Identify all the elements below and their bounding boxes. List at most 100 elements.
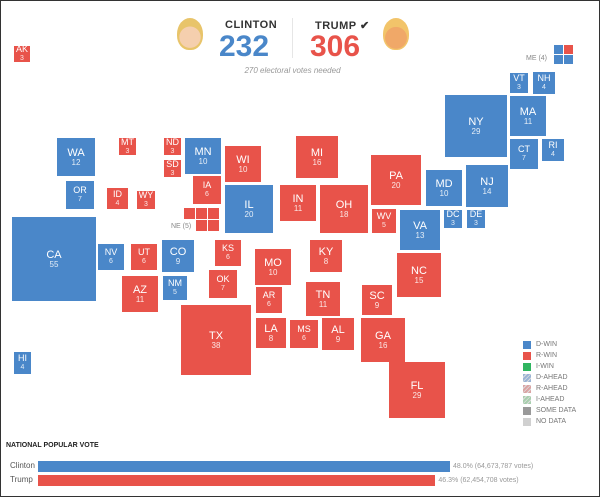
state-vt[interactable]: VT 3 — [510, 73, 528, 93]
state-electoral-votes: 3 — [125, 147, 130, 155]
votes-needed-note: 270 electoral votes needed — [244, 66, 341, 75]
state-abbr: TX — [208, 329, 224, 342]
state-nc[interactable]: NC 15 — [397, 253, 441, 297]
state-electoral-votes: 3 — [517, 84, 521, 92]
state-sc[interactable]: SC 9 — [362, 285, 392, 315]
state-electoral-votes: 3 — [144, 201, 148, 209]
state-in[interactable]: IN 11 — [280, 185, 316, 221]
state-electoral-votes: 3 — [170, 147, 175, 155]
state-ky[interactable]: KY 8 — [310, 240, 342, 272]
ne-district[interactable] — [208, 220, 219, 231]
state-nd[interactable]: ND 3 — [164, 137, 181, 155]
state-id[interactable]: ID 4 — [107, 188, 128, 209]
state-nv[interactable]: NV 6 — [98, 244, 124, 270]
ne-district[interactable] — [196, 220, 207, 231]
state-abbr: IN — [292, 192, 304, 205]
state-ok[interactable]: OK 7 — [209, 270, 237, 298]
state-wi[interactable]: WI 10 — [225, 146, 261, 182]
state-nh[interactable]: NH 4 — [533, 72, 555, 94]
state-electoral-votes: 6 — [109, 258, 113, 266]
state-mo[interactable]: MO 10 — [255, 249, 291, 285]
state-co[interactable]: CO 9 — [162, 240, 194, 272]
state-ia[interactable]: IA 6 — [193, 176, 221, 204]
state-ny[interactable]: NY 29 — [445, 95, 507, 157]
me-district[interactable] — [554, 45, 563, 54]
state-va[interactable]: VA 13 — [400, 210, 440, 250]
state-il[interactable]: IL 20 — [225, 185, 273, 233]
state-or[interactable]: OR 7 — [66, 181, 94, 209]
state-nm[interactable]: NM 5 — [163, 276, 187, 300]
state-mn[interactable]: MN 10 — [185, 138, 221, 174]
state-ma[interactable]: MA 11 — [510, 96, 546, 136]
state-ak[interactable]: AK 3 — [14, 44, 30, 62]
ne-district[interactable] — [196, 208, 207, 219]
state-nj[interactable]: NJ 14 — [466, 165, 508, 207]
state-ca[interactable]: CA 55 — [12, 217, 96, 301]
legend-item: R-WIN — [523, 350, 576, 361]
state-abbr: NJ — [480, 175, 494, 188]
me-label: ME (4) — [526, 55, 547, 62]
state-ar[interactable]: AR 6 — [256, 287, 282, 313]
state-pa[interactable]: PA 20 — [371, 155, 421, 205]
state-abbr: OR — [73, 185, 87, 196]
me-district[interactable] — [554, 55, 563, 64]
state-ct[interactable]: CT 7 — [510, 139, 538, 169]
state-al[interactable]: AL 9 — [322, 318, 354, 350]
legend-swatch — [523, 384, 531, 393]
ne-label: NE (5) — [171, 223, 192, 230]
state-ut[interactable]: UT 6 — [131, 244, 157, 270]
state-la[interactable]: LA 8 — [256, 318, 286, 348]
state-abbr: DE — [469, 209, 483, 220]
legend-item: I-AHEAD — [523, 394, 576, 405]
state-mi[interactable]: MI 16 — [296, 136, 338, 178]
state-md[interactable]: MD 10 — [426, 170, 462, 206]
state-electoral-votes: 14 — [482, 186, 492, 196]
state-wv[interactable]: WV 5 — [372, 209, 396, 233]
legend-swatch — [523, 417, 531, 426]
state-ks[interactable]: KS 6 — [215, 240, 241, 266]
state-electoral-votes: 5 — [173, 289, 177, 297]
state-oh[interactable]: OH 18 — [320, 185, 368, 233]
state-abbr: IL — [244, 198, 254, 211]
popular-vote-label: Clinton — [10, 461, 35, 470]
state-electoral-votes: 6 — [267, 301, 271, 309]
state-sd[interactable]: SD 3 — [164, 159, 181, 177]
state-ga[interactable]: GA 16 — [361, 318, 405, 362]
popular-vote-bar — [38, 461, 450, 472]
me-district[interactable] — [564, 45, 573, 54]
legend-label: I-WIN — [536, 363, 554, 370]
legend-swatch — [523, 340, 531, 349]
state-abbr: MI — [310, 146, 324, 159]
state-mt[interactable]: MT 3 — [119, 137, 136, 155]
state-abbr: LA — [264, 322, 278, 335]
state-de[interactable]: DE 3 — [467, 209, 485, 228]
state-electoral-votes: 6 — [205, 191, 209, 199]
state-wy[interactable]: WY 3 — [137, 190, 155, 209]
legend-label: D-AHEAD — [536, 374, 568, 381]
legend-item: NO DATA — [523, 416, 576, 427]
state-tn[interactable]: TN 11 — [306, 282, 340, 316]
state-ri[interactable]: RI 4 — [542, 139, 564, 161]
clinton-name: CLINTON — [225, 19, 278, 31]
state-wa[interactable]: WA 12 — [57, 138, 95, 176]
state-abbr: MA — [519, 105, 537, 118]
state-electoral-votes: 55 — [49, 259, 59, 269]
state-abbr: IA — [202, 180, 212, 191]
state-abbr: KY — [318, 245, 334, 258]
state-electoral-votes: 11 — [523, 116, 533, 126]
state-dc[interactable]: DC 3 — [444, 209, 462, 228]
ne-district[interactable] — [208, 208, 219, 219]
state-abbr: MO — [264, 256, 282, 269]
state-abbr: GA — [375, 329, 391, 342]
state-electoral-votes: 7 — [221, 285, 225, 293]
state-tx[interactable]: TX 38 — [181, 305, 251, 375]
state-fl[interactable]: FL 29 — [389, 362, 445, 418]
ne-district[interactable] — [184, 208, 195, 219]
legend-item: SOME DATA — [523, 405, 576, 416]
state-az[interactable]: AZ 11 — [122, 276, 158, 312]
me-district[interactable] — [564, 55, 573, 64]
trump-avatar-icon — [383, 18, 409, 50]
state-abbr: NV — [104, 247, 118, 258]
state-hi[interactable]: HI 4 — [14, 352, 31, 374]
state-ms[interactable]: MS 6 — [290, 320, 318, 348]
